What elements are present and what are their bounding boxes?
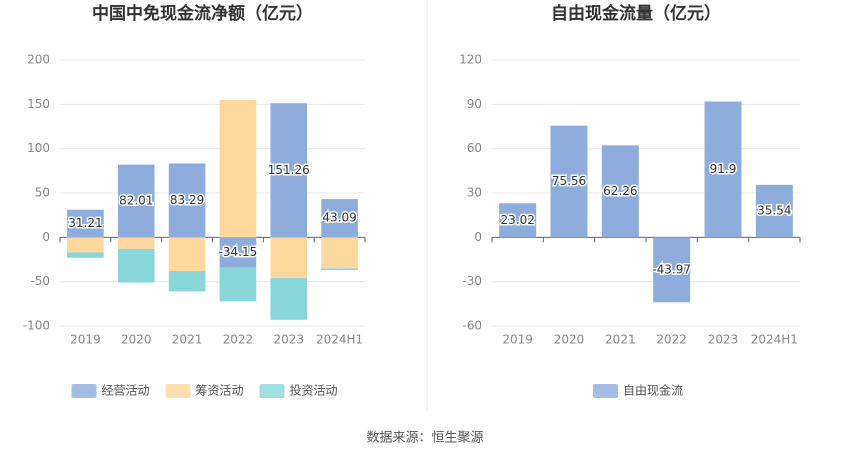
y-tick-label: -100 <box>23 319 50 333</box>
data-label: 83.29 <box>170 193 204 207</box>
x-tick-label: 2020 <box>121 333 152 347</box>
legend-label: 投资活动 <box>290 383 338 398</box>
data-label: 62.26 <box>603 184 637 198</box>
y-tick-label: 200 <box>27 53 50 67</box>
data-label: -43.97 <box>652 262 691 276</box>
data-label: 35.54 <box>757 204 791 218</box>
bar <box>321 199 358 238</box>
y-tick-label: -60 <box>462 319 482 333</box>
bar <box>168 271 206 292</box>
y-tick-label: 150 <box>27 97 50 111</box>
data-label: -34.15 <box>219 245 258 259</box>
bar <box>67 237 104 253</box>
data-label: 23.02 <box>500 213 534 227</box>
data-label: 75.56 <box>552 174 586 188</box>
bar <box>117 164 155 238</box>
x-tick-label: 2024H1 <box>751 333 798 347</box>
data-label: 91.9 <box>710 162 737 176</box>
bar <box>117 237 155 249</box>
bar <box>219 237 257 268</box>
bar <box>168 163 206 238</box>
y-tick-label: 0 <box>42 230 50 244</box>
legend-label: 筹资活动 <box>196 384 244 398</box>
legend-swatch <box>593 384 618 398</box>
y-tick-label: 30 <box>467 186 482 200</box>
y-tick-label: -30 <box>462 274 482 288</box>
bar <box>755 184 793 238</box>
legend-swatch <box>71 384 97 398</box>
data-label: 43.09 <box>322 211 356 225</box>
data-label: 82.01 <box>119 193 153 207</box>
bar <box>704 101 742 238</box>
source: 数据来源：恒生聚源 <box>366 431 483 446</box>
x-tick-label: 2024H1 <box>316 333 363 347</box>
bar <box>219 99 257 238</box>
bar <box>168 237 206 272</box>
x-tick-label: 2023 <box>273 333 304 347</box>
legend-label: 自由现金流 <box>623 383 683 398</box>
x-tick-label: 2019 <box>70 333 101 347</box>
x-tick-label: 2022 <box>656 333 687 347</box>
bar <box>67 252 104 258</box>
bar <box>270 103 308 238</box>
x-tick-label: 2020 <box>554 333 585 347</box>
x-tick-label: 2021 <box>605 333 636 347</box>
y-tick-label: 100 <box>27 141 50 155</box>
data-label: 151.26 <box>268 163 310 177</box>
y-tick-label: 60 <box>467 141 482 155</box>
bar <box>270 278 308 320</box>
bar <box>117 248 155 283</box>
bar <box>321 237 358 269</box>
bar <box>67 209 104 238</box>
y-tick-label: 120 <box>459 53 482 67</box>
x-tick-label: 2022 <box>223 333 254 347</box>
y-tick-label: -50 <box>30 274 50 288</box>
legend-swatch <box>259 384 285 398</box>
x-tick-label: 2023 <box>708 333 739 347</box>
chart-title: 自由现金流量（亿元） <box>551 3 721 24</box>
bar <box>321 268 358 271</box>
bar <box>219 267 257 302</box>
legend-swatch <box>165 384 191 398</box>
bar <box>550 125 588 238</box>
x-tick-label: 2021 <box>172 333 203 347</box>
bar <box>601 145 639 238</box>
y-tick-label: 50 <box>35 186 50 200</box>
x-tick-label: 2019 <box>502 333 533 347</box>
legend-label: 经营活动 <box>102 384 150 398</box>
bar <box>653 237 691 303</box>
bar <box>270 237 308 279</box>
data-label: 31.21 <box>68 216 102 230</box>
bar <box>499 203 537 238</box>
y-tick-label: 90 <box>467 97 482 111</box>
chart-title: 中国中免现金流净额（亿元） <box>92 3 313 24</box>
y-tick-label: 0 <box>474 230 482 244</box>
